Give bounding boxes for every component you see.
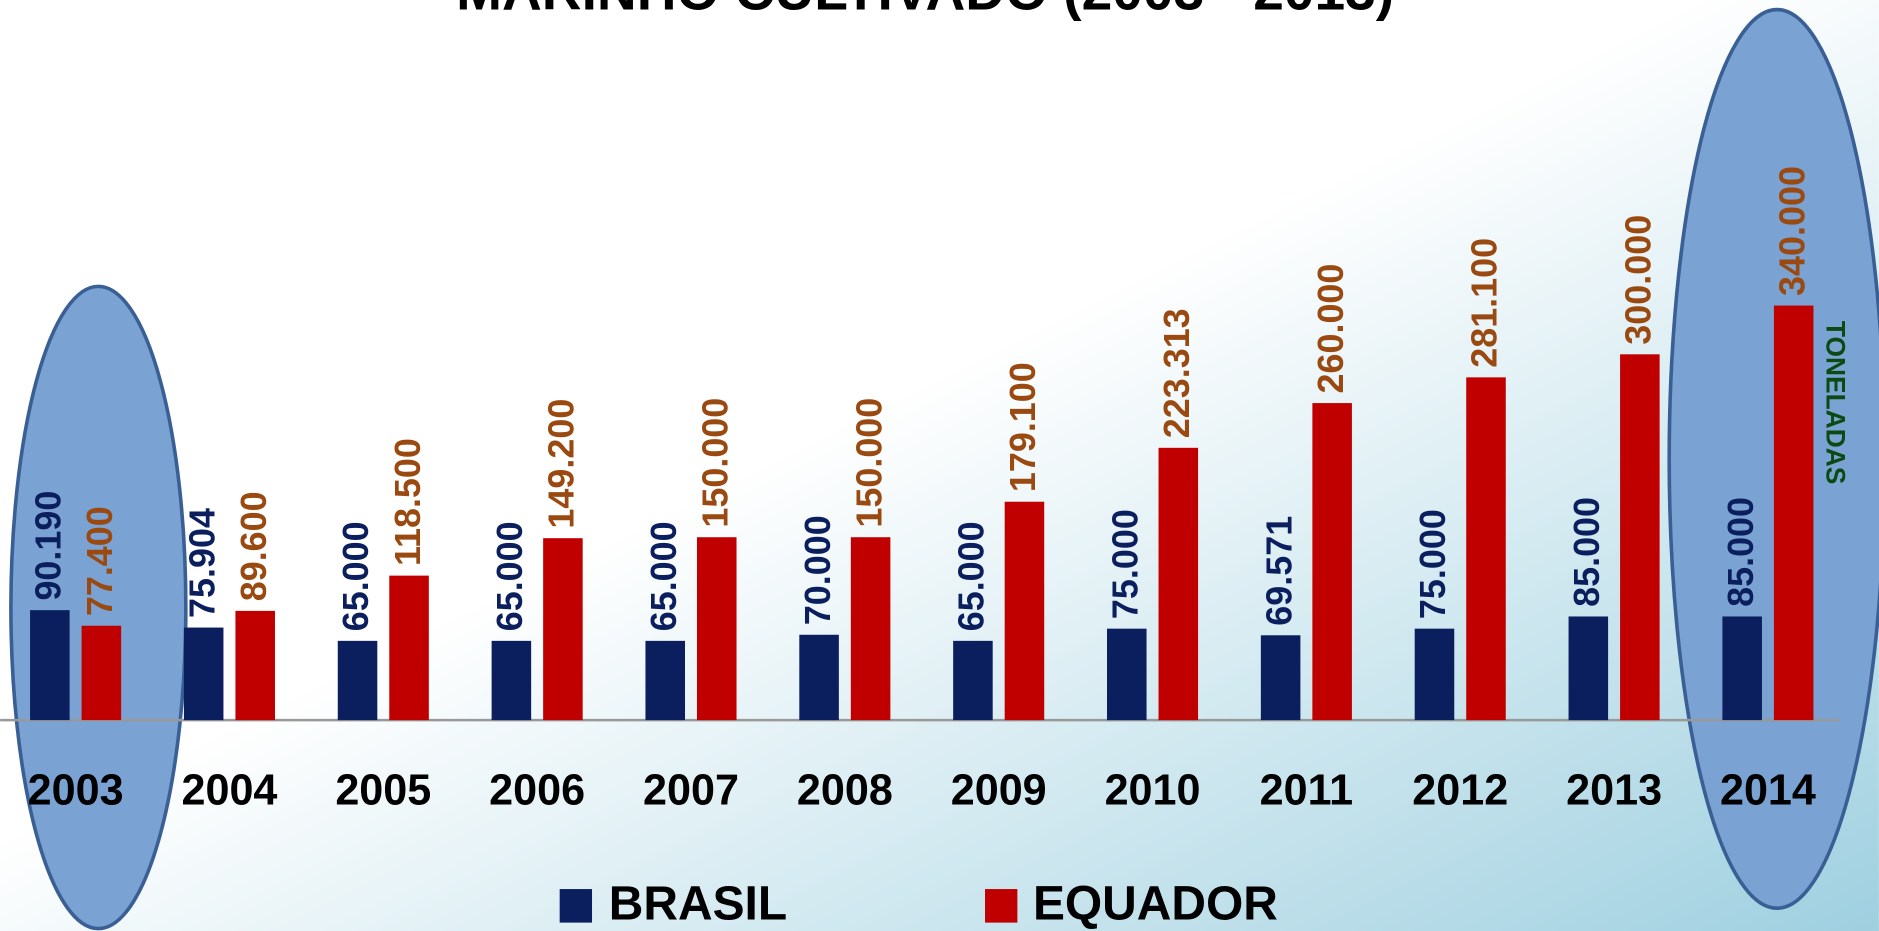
legend-label: EQUADOR <box>1033 878 1278 931</box>
x-tick-label: 2003 <box>28 767 124 815</box>
x-tick-label: 2006 <box>489 767 585 815</box>
x-tick-label: 2008 <box>797 767 893 815</box>
x-tick-label: 2013 <box>1566 767 1662 815</box>
bar <box>645 640 686 721</box>
data-label: 260.000 <box>1310 264 1351 394</box>
bar <box>1158 447 1199 721</box>
data-label: 281.100 <box>1464 238 1505 368</box>
bar <box>389 575 429 721</box>
bar <box>1414 628 1455 721</box>
x-tick-label: 2011 <box>1260 767 1354 815</box>
data-label: 70.000 <box>797 515 838 625</box>
data-label: 90.190 <box>28 491 69 601</box>
bar <box>1466 377 1506 721</box>
bar <box>1722 616 1762 721</box>
legend-label: BRASIL <box>609 878 787 931</box>
bar <box>1312 403 1352 721</box>
data-label: 65.000 <box>643 521 684 631</box>
bar <box>235 610 275 721</box>
x-tick-label: 2007 <box>643 767 739 815</box>
data-label: 300.000 <box>1618 215 1659 345</box>
data-label: 179.100 <box>1002 362 1043 492</box>
data-label: 223.313 <box>1156 308 1197 438</box>
legend-swatch <box>985 889 1018 923</box>
data-label: 77.400 <box>79 506 120 616</box>
data-label: 85.000 <box>1566 497 1607 607</box>
bar <box>337 640 378 721</box>
x-tick-label: 2005 <box>335 767 431 815</box>
data-label: 150.000 <box>694 398 735 528</box>
data-label: 340.000 <box>1771 166 1812 296</box>
bar <box>799 634 839 721</box>
axis-label: TONELADAS <box>1820 321 1850 485</box>
data-label: 75.000 <box>1104 509 1145 619</box>
x-tick-label: 2009 <box>951 767 1047 815</box>
bar <box>1004 501 1045 721</box>
data-label: 65.000 <box>489 521 530 631</box>
x-tick-label: 2012 <box>1412 767 1508 815</box>
data-label: 75.000 <box>1412 509 1453 619</box>
data-label: 118.500 <box>387 438 428 566</box>
chart-title: MARINHO CULTIVADO (2003 - 2013) <box>456 0 1394 22</box>
data-label: 89.600 <box>233 491 274 601</box>
data-label: 149.200 <box>541 399 582 529</box>
bar <box>1620 354 1660 721</box>
bar <box>1107 628 1147 721</box>
data-label: 65.000 <box>951 521 992 631</box>
data-label: 150.000 <box>848 398 889 528</box>
bar <box>696 537 737 721</box>
x-tick-label: 2004 <box>181 767 277 815</box>
bar <box>1260 635 1301 721</box>
highlight-ellipse <box>9 284 188 931</box>
x-tick-label: 2010 <box>1105 767 1201 815</box>
bar <box>183 627 224 721</box>
bar <box>1568 616 1609 721</box>
data-label: 75.904 <box>181 508 222 618</box>
bar <box>953 640 993 721</box>
x-tick-label: 2014 <box>1720 767 1816 815</box>
bar <box>850 537 891 721</box>
bar <box>81 625 122 721</box>
data-label: 69.571 <box>1258 516 1299 626</box>
bar <box>491 640 532 721</box>
bar <box>543 538 583 721</box>
bar <box>30 610 70 721</box>
data-label: 85.000 <box>1720 497 1761 607</box>
bar <box>1773 305 1814 721</box>
data-label: 65.000 <box>335 521 376 631</box>
legend-swatch <box>559 889 593 923</box>
